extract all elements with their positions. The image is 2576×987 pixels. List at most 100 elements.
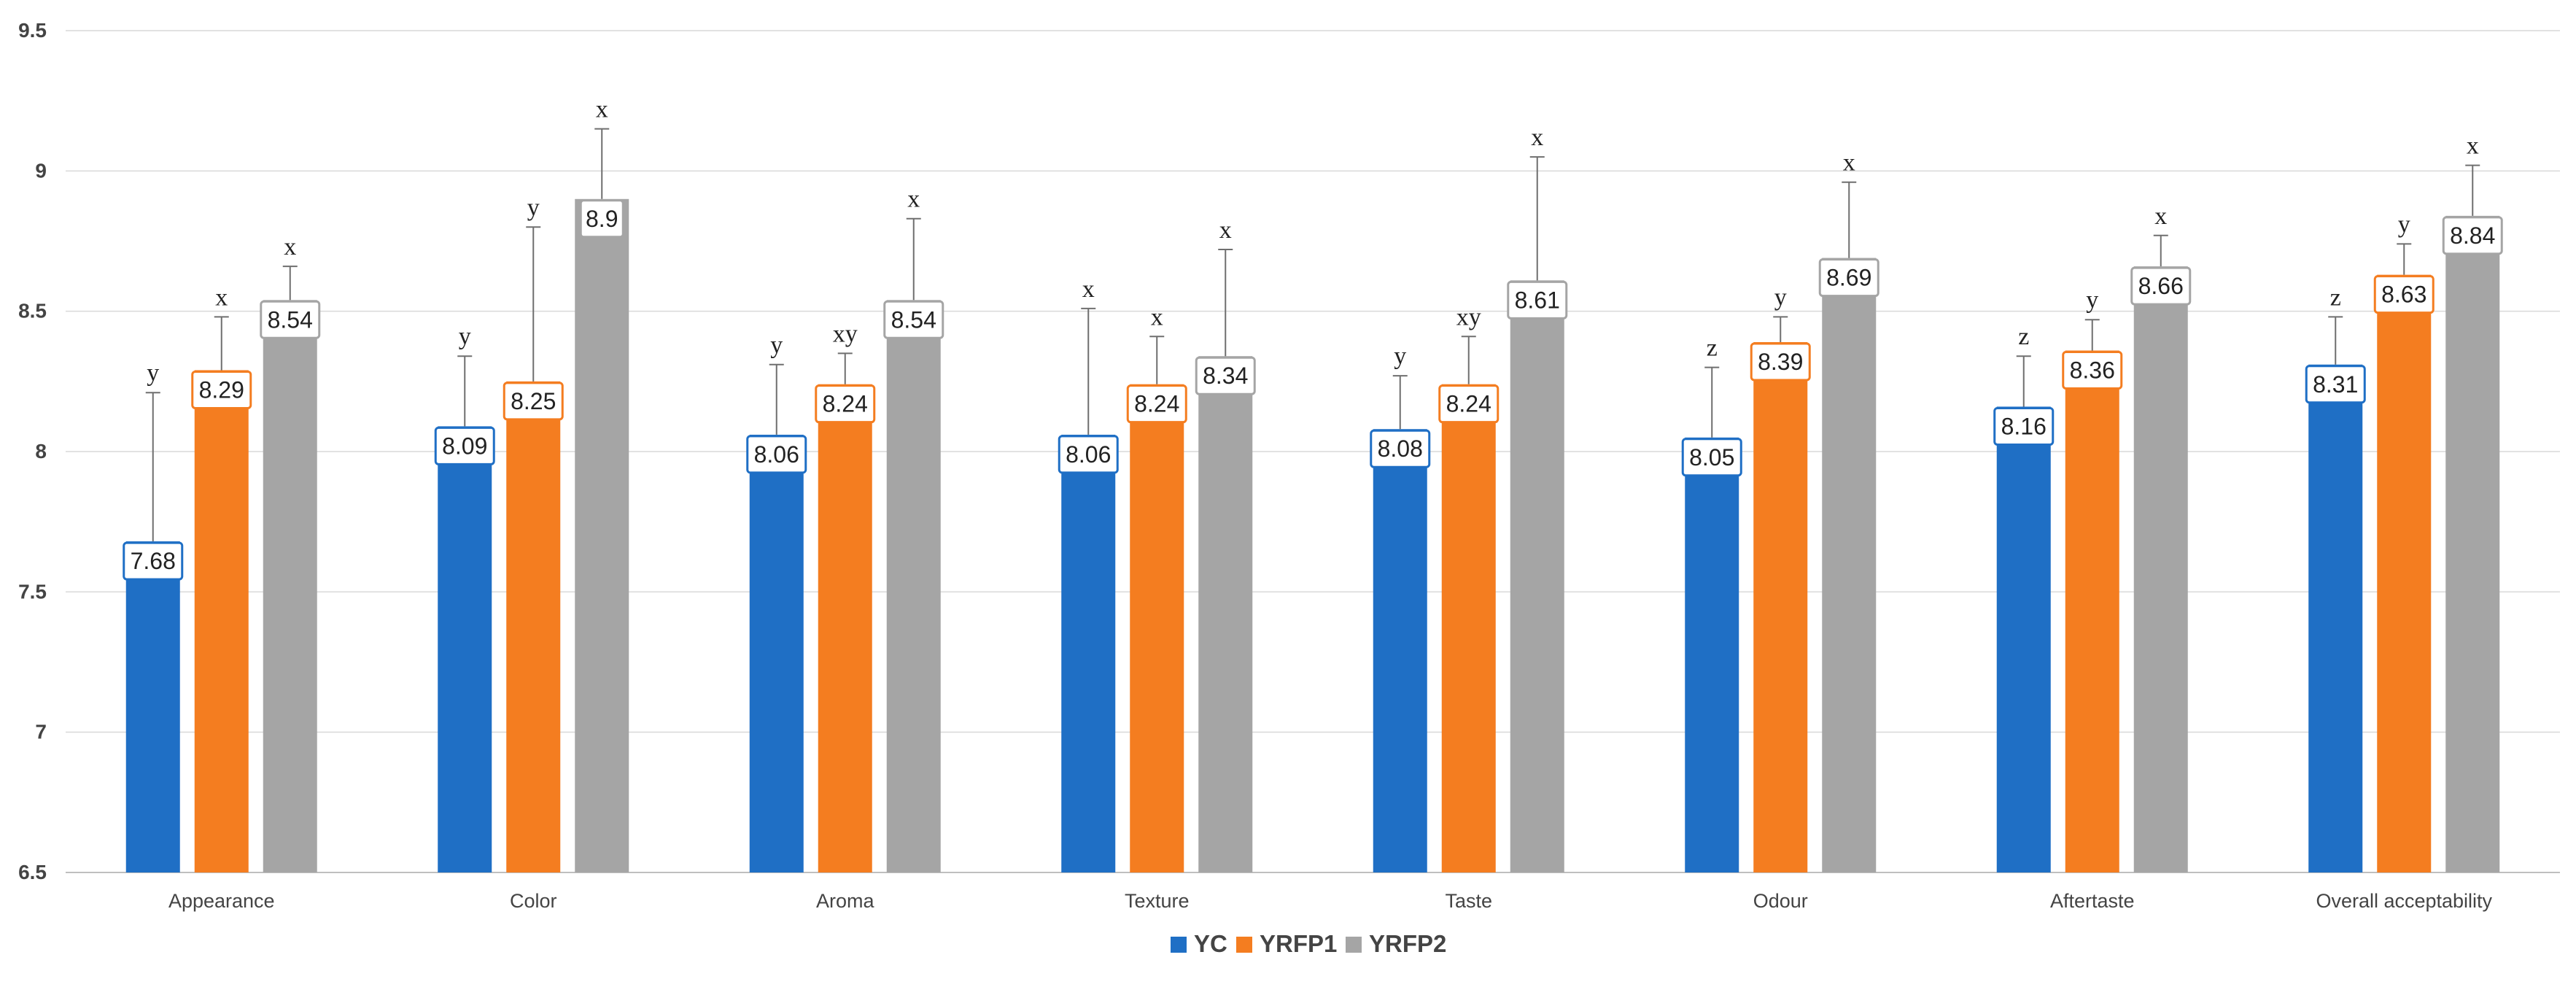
significance-letter: x xyxy=(215,284,228,311)
data-label: 8.24 xyxy=(1134,391,1179,417)
bar-yrfp2[interactable] xyxy=(1822,258,1877,873)
data-label-box xyxy=(1126,384,1187,424)
y-tick-label: 6.5 xyxy=(18,861,47,883)
bar-yrfp1[interactable] xyxy=(2065,350,2119,872)
data-label-box xyxy=(260,300,321,339)
x-axis-labels: Appearance Color Aroma Texture Taste Odour Aft… xyxy=(168,890,2493,912)
significance-letter: z xyxy=(2330,284,2341,311)
data-label: 8.61 xyxy=(1515,287,1560,313)
data-label-box xyxy=(883,300,944,339)
bar-yrfp1[interactable] xyxy=(1441,384,1496,872)
data-label-box xyxy=(434,426,495,465)
error-bars xyxy=(145,128,2480,542)
data-label-box xyxy=(1370,429,1431,468)
bar-yrfp2[interactable] xyxy=(263,300,317,872)
data-label: 8.08 xyxy=(1378,436,1423,462)
significance-letter: x xyxy=(284,233,296,260)
significance-letter: x xyxy=(1531,124,1543,151)
significance-letter: y xyxy=(2398,211,2410,238)
data-label: 8.9 xyxy=(586,206,618,232)
significance-letter: z xyxy=(2018,323,2029,350)
data-label: 8.06 xyxy=(1066,441,1111,468)
y-tick-label: 7 xyxy=(35,721,47,743)
y-tick-label: 9.5 xyxy=(18,19,47,42)
data-label: 8.39 xyxy=(1758,349,1803,375)
data-label: 8.16 xyxy=(2001,413,2047,439)
y-tick-label: 7.5 xyxy=(18,580,47,603)
legend-label-yrfp2[interactable]: YRFP2 xyxy=(1369,930,1446,957)
legend[interactable]: YC YRFP1 YRFP2 xyxy=(1171,930,1446,957)
data-label-box xyxy=(1195,356,1256,395)
bar-yrfp2[interactable] xyxy=(2445,215,2500,872)
significance-letter: x xyxy=(1219,217,1232,244)
data-label: 8.34 xyxy=(1203,363,1248,389)
bar-yrfp1[interactable] xyxy=(194,370,249,872)
legend-label-yc[interactable]: YC xyxy=(1194,930,1227,957)
y-tick-label: 8 xyxy=(35,440,47,462)
data-label: 8.54 xyxy=(268,306,313,333)
significance-letter: x xyxy=(1151,303,1163,330)
bar-yrfp1[interactable] xyxy=(2377,274,2432,872)
significance-letter: x xyxy=(2154,203,2167,230)
category-label: Aroma xyxy=(816,890,875,912)
category-label: Color xyxy=(510,890,557,912)
significance-letter: x xyxy=(1082,276,1095,303)
bar-yrfp2[interactable] xyxy=(886,300,941,872)
category-label: Overall acceptability xyxy=(2316,890,2492,912)
data-label-box xyxy=(2062,351,2123,390)
bar-yrfp2[interactable] xyxy=(1510,280,1564,872)
bar-yc[interactable] xyxy=(1061,434,1116,872)
bars xyxy=(125,198,2500,873)
bar-yc[interactable] xyxy=(125,541,180,872)
significance-letter: y xyxy=(527,194,540,221)
legend-label-yrfp1[interactable]: YRFP1 xyxy=(1260,930,1337,957)
data-label-box xyxy=(2442,216,2503,255)
data-label: 8.54 xyxy=(891,306,936,333)
data-label-box xyxy=(1681,438,1742,477)
data-label-box xyxy=(191,370,252,409)
data-labels: 7.68 8.29 8.54 8.09 8.25 8.9 8.06 8.24 8.54 8.06 8… xyxy=(123,199,2503,581)
significance-letter: x xyxy=(596,96,608,123)
legend-swatch-yrfp1[interactable] xyxy=(1236,937,1252,953)
bar-yc[interactable] xyxy=(749,434,804,872)
data-label: 7.68 xyxy=(131,548,176,574)
bar-yrfp1[interactable] xyxy=(818,384,872,872)
significance-letter: x xyxy=(1843,150,1855,177)
data-label-box xyxy=(1438,384,1500,424)
significance-letter: z xyxy=(1707,335,1718,362)
y-axis-ticks: 6.5 7 7.5 8 8.5 9 9.5 xyxy=(18,19,47,883)
category-label: Texture xyxy=(1125,890,1190,912)
legend-swatch-yrfp2[interactable] xyxy=(1346,937,1362,953)
bar-yrfp2[interactable] xyxy=(2133,266,2188,872)
bar-yc[interactable] xyxy=(2308,364,2363,873)
bar-yc[interactable] xyxy=(1996,406,2051,872)
category-label: Appearance xyxy=(168,890,275,912)
data-label-box xyxy=(2373,275,2435,314)
bar-yrfp2[interactable] xyxy=(575,198,629,872)
data-label-box xyxy=(123,541,184,581)
significance-letter: y xyxy=(1774,284,1787,311)
significance-letter: x xyxy=(907,186,920,213)
bar-yc[interactable] xyxy=(1373,429,1427,872)
significance-letter: y xyxy=(770,332,783,359)
data-label: 8.29 xyxy=(199,376,244,403)
bar-yrfp2[interactable] xyxy=(1198,356,1253,872)
data-label: 8.24 xyxy=(1446,391,1491,417)
significance-letter: xy xyxy=(1456,303,1481,330)
data-label-box xyxy=(1058,435,1119,474)
significance-letter: y xyxy=(459,323,471,350)
data-label-box xyxy=(1750,342,1811,382)
legend-swatch-yc[interactable] xyxy=(1171,937,1187,953)
y-tick-label: 8.5 xyxy=(18,300,47,322)
bar-yrfp1[interactable] xyxy=(1130,384,1184,872)
bar-yc[interactable] xyxy=(1685,437,1739,872)
data-label-box xyxy=(2305,365,2366,404)
data-label-box xyxy=(815,384,876,424)
bar-yc[interactable] xyxy=(438,426,492,872)
bar-yrfp1[interactable] xyxy=(1753,341,1808,873)
data-label: 8.09 xyxy=(442,433,487,459)
data-label-box xyxy=(746,435,807,474)
data-label: 8.31 xyxy=(2313,371,2358,398)
bar-yrfp1[interactable] xyxy=(506,381,561,872)
